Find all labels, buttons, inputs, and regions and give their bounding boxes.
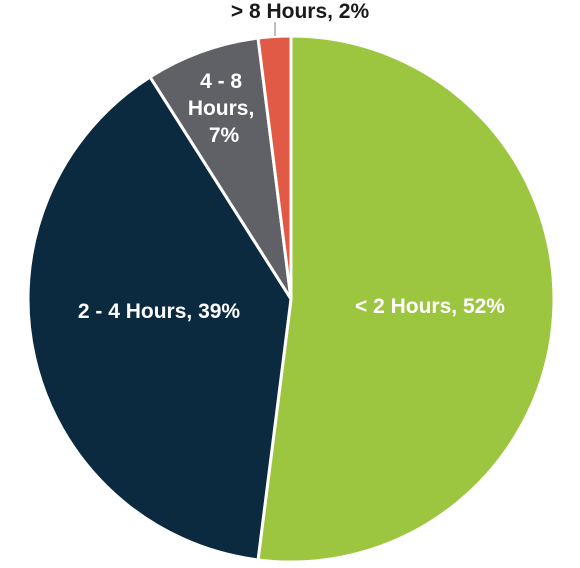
slice-label-2-4-hours: 2 - 4 Hours, 39% — [78, 300, 241, 323]
slice-label-lt-2-hours: < 2 Hours, 52% — [355, 295, 505, 318]
slices-layer — [26, 34, 556, 564]
slice-gt-8-hours — [256, 34, 293, 300]
slice-label-4-8-hours: 4 - 8 Hours, 7% — [188, 70, 260, 147]
labels-layer: < 2 Hours, 52% 2 - 4 Hours, 39% 4 - 8 Ho… — [78, 0, 505, 323]
slice-lt-2-hours — [256, 34, 556, 564]
slice-4-8-hours — [148, 36, 293, 300]
slice-label-gt-8-hours: > 8 Hours, 2% — [231, 0, 370, 23]
